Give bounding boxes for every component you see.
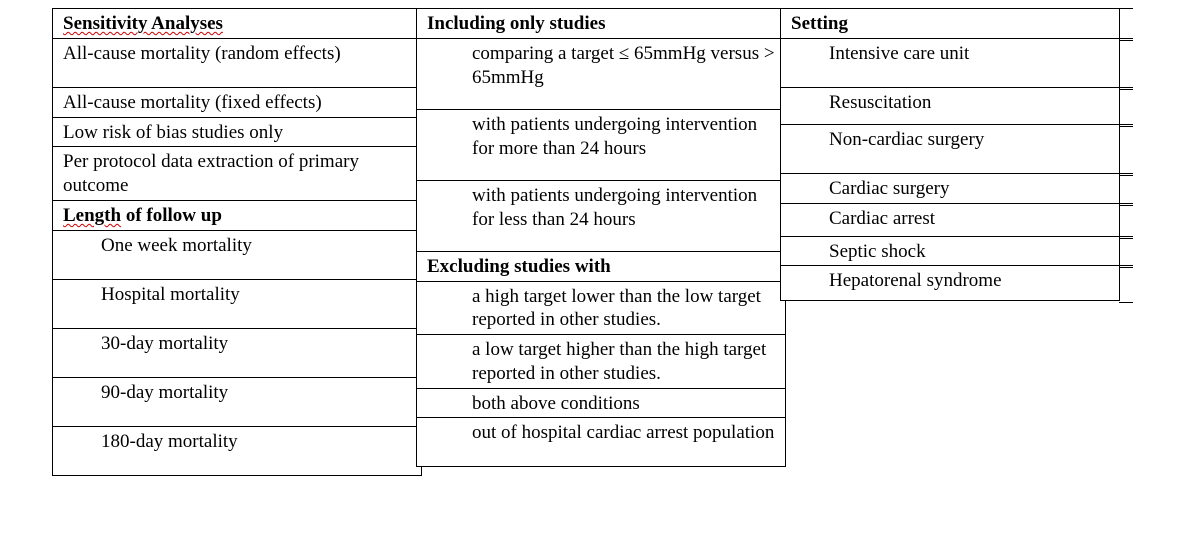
- header-including-studies: Including only studies: [416, 8, 786, 39]
- analysis-categories-table: Sensitivity Analyses All-cause mortality…: [0, 0, 1200, 475]
- row-item: Septic shock: [780, 236, 1120, 267]
- row-item: with patients undergoing intervention fo…: [416, 180, 786, 252]
- row-item: Low risk of bias studies only: [52, 117, 422, 148]
- header-length-followup: Length of follow up: [52, 200, 422, 231]
- row-item: Hepatorenal syndrome: [780, 265, 1120, 301]
- row-item: All-cause mortality (random effects): [52, 38, 422, 88]
- row-item: comparing a target ≤ 65mmHg versus > 65m…: [416, 38, 786, 110]
- row-item: 180-day mortality: [52, 426, 422, 476]
- header-text-spellcheck: Sensitivity Analyses: [63, 13, 223, 34]
- row-item: a low target higher than the high target…: [416, 334, 786, 389]
- header-excluding-studies: Excluding studies with: [416, 251, 786, 282]
- row-item: 90-day mortality: [52, 377, 422, 427]
- row-item: Hospital mortality: [52, 279, 422, 329]
- row-item: All-cause mortality (fixed effects): [52, 87, 422, 118]
- header-text-spellcheck: Length: [63, 205, 121, 226]
- column-sensitivity: Sensitivity Analyses All-cause mortality…: [52, 8, 422, 475]
- row-item: Intensive care unit: [780, 38, 1120, 88]
- row-item: Resuscitation: [780, 87, 1120, 125]
- row-item: both above conditions: [416, 388, 786, 419]
- header-setting: Setting: [780, 8, 1120, 39]
- row-item: a high target lower than the low target …: [416, 281, 786, 336]
- header-sensitivity-analyses: Sensitivity Analyses: [52, 8, 422, 39]
- row-item: 30-day mortality: [52, 328, 422, 378]
- row-item: out of hospital cardiac arrest populatio…: [416, 417, 786, 467]
- column-setting: Setting Intensive care unit Resuscitatio…: [780, 8, 1120, 475]
- row-item: One week mortality: [52, 230, 422, 280]
- row-item: Per protocol data extraction of primary …: [52, 146, 422, 201]
- row-item: Non-cardiac surgery: [780, 124, 1120, 174]
- row-item: Cardiac surgery: [780, 173, 1120, 204]
- column-studies: Including only studies comparing a targe…: [416, 8, 786, 475]
- row-item: Cardiac arrest: [780, 203, 1120, 237]
- row-item: with patients undergoing intervention fo…: [416, 109, 786, 181]
